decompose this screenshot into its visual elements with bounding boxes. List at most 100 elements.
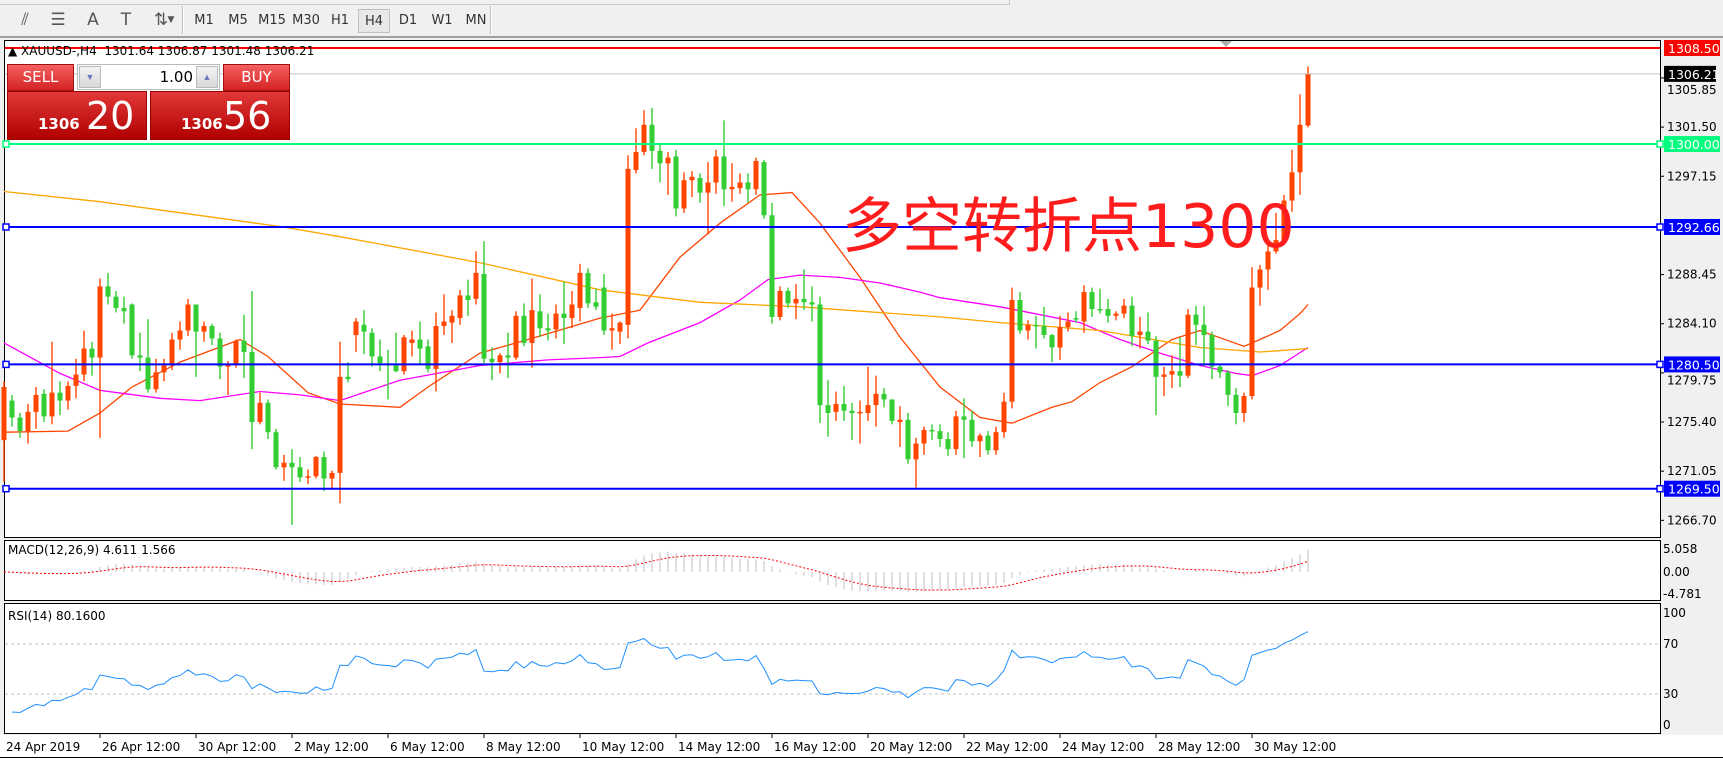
candle-body bbox=[17, 417, 23, 432]
current-price-box bbox=[1664, 65, 1716, 82]
candle-body bbox=[577, 272, 583, 308]
time-label: 24 Apr 2019 bbox=[6, 740, 80, 754]
line-handle[interactable] bbox=[2, 223, 10, 231]
time-label: 16 May 12:00 bbox=[774, 740, 856, 754]
candle bbox=[689, 171, 695, 198]
lot-stepper[interactable]: ▼ 1.00 ▲ bbox=[77, 64, 220, 90]
lot-increase-button[interactable]: ▲ bbox=[196, 66, 218, 88]
candle bbox=[993, 426, 999, 455]
candle-body bbox=[409, 339, 415, 343]
text-icon[interactable]: A bbox=[87, 10, 99, 30]
high-price: 1306.87 bbox=[157, 44, 208, 58]
macd-scale-label: -4.781 bbox=[1663, 587, 1702, 601]
candle bbox=[1017, 292, 1023, 334]
candle bbox=[633, 128, 639, 174]
candle-body bbox=[809, 302, 815, 305]
timeframe-m15-button[interactable]: M15 bbox=[258, 13, 286, 28]
candle bbox=[785, 287, 791, 308]
candle bbox=[1121, 298, 1127, 319]
candle bbox=[1041, 306, 1047, 339]
line-handle[interactable] bbox=[2, 360, 10, 369]
candle-body bbox=[665, 157, 671, 164]
candle bbox=[729, 163, 735, 202]
timeframe-m5-button[interactable]: M5 bbox=[228, 13, 248, 28]
candle-body bbox=[305, 476, 311, 478]
equidistant-channel-icon[interactable]: ⫽ bbox=[21, 10, 29, 30]
timeframe-mn-button[interactable]: MN bbox=[465, 13, 487, 28]
candle bbox=[1305, 66, 1311, 128]
candle bbox=[81, 330, 87, 382]
candle-body bbox=[897, 419, 903, 423]
buy-price-pips: 56 bbox=[223, 94, 272, 138]
candle bbox=[33, 387, 39, 429]
candle bbox=[1281, 194, 1287, 244]
macd-label: MACD(12,26,9) 4.611 1.566 bbox=[8, 543, 175, 557]
collapse-triangle-icon[interactable]: ▲ bbox=[8, 44, 22, 58]
candle bbox=[345, 362, 351, 383]
candle bbox=[441, 294, 447, 336]
line-handle[interactable] bbox=[2, 140, 10, 148]
line-handle[interactable] bbox=[1656, 140, 1664, 148]
rsi-panel[interactable] bbox=[4, 603, 1661, 734]
arrows-icon[interactable]: ⇅ bbox=[153, 10, 169, 30]
candle-body bbox=[649, 124, 655, 151]
candle bbox=[257, 392, 263, 425]
line-handle[interactable] bbox=[1656, 223, 1664, 231]
candle bbox=[57, 381, 63, 416]
candle bbox=[969, 410, 975, 447]
time-label: 30 Apr 12:00 bbox=[198, 740, 276, 754]
candle-body bbox=[561, 313, 567, 319]
candle-body bbox=[393, 365, 399, 372]
chart-shift-marker-icon[interactable] bbox=[1220, 41, 1232, 47]
lot-input[interactable]: 1.00 bbox=[159, 68, 193, 86]
text-label-icon[interactable]: T bbox=[120, 10, 132, 30]
timeframe-w1-button[interactable]: W1 bbox=[431, 13, 453, 28]
fibonacci-icon[interactable]: ☰ bbox=[50, 10, 66, 30]
time-axis bbox=[0, 735, 1723, 760]
candle-body bbox=[1017, 299, 1023, 331]
candle-body bbox=[761, 162, 767, 216]
candle bbox=[841, 385, 847, 421]
price-marker-label: 1280.50 bbox=[1668, 357, 1720, 372]
rsi-scale-label: 0 bbox=[1663, 718, 1671, 732]
candle-body bbox=[41, 393, 47, 417]
candle-body bbox=[417, 339, 423, 349]
open-price: 1301.64 bbox=[104, 44, 154, 58]
timeframe-m30-button[interactable]: M30 bbox=[292, 13, 320, 28]
candle bbox=[1025, 320, 1031, 340]
candle-body bbox=[961, 416, 967, 420]
candle bbox=[473, 251, 479, 305]
timeframe-d1-button[interactable]: D1 bbox=[398, 13, 418, 28]
sell-price-button[interactable]: 1306 20 bbox=[7, 91, 147, 140]
line-handle[interactable] bbox=[1656, 360, 1664, 369]
chart-area[interactable]: 1305.85 1301.50 1297.15 1288.45 1284.10 1279.… bbox=[0, 38, 1723, 760]
dropdown-arrow-icon[interactable]: ▼ bbox=[167, 15, 175, 25]
macd-panel[interactable] bbox=[4, 540, 1661, 601]
timeframe-m1-button[interactable]: M1 bbox=[194, 13, 214, 28]
candle bbox=[1273, 212, 1279, 254]
candle-body bbox=[801, 298, 807, 303]
candle bbox=[1001, 392, 1007, 438]
sell-button[interactable]: SELL bbox=[7, 64, 74, 91]
candle-body bbox=[505, 355, 511, 358]
candle bbox=[41, 389, 47, 423]
candle-body bbox=[617, 322, 623, 332]
candle bbox=[721, 120, 727, 207]
candle bbox=[225, 361, 231, 395]
candle bbox=[873, 375, 879, 427]
timeframe-h4-button[interactable]: H4 bbox=[358, 9, 390, 33]
candle bbox=[529, 278, 535, 368]
candle-body bbox=[537, 311, 543, 329]
buy-price-button[interactable]: 1306 56 bbox=[150, 91, 290, 140]
line-handle[interactable] bbox=[1656, 484, 1664, 493]
timeframe-h1-button[interactable]: H1 bbox=[330, 13, 350, 28]
candle-body bbox=[921, 429, 927, 444]
lot-decrease-button[interactable]: ▼ bbox=[79, 66, 101, 88]
candle-body bbox=[633, 151, 639, 171]
candle bbox=[1, 381, 7, 482]
candle bbox=[865, 366, 871, 421]
line-handle[interactable] bbox=[2, 484, 10, 493]
candle-body bbox=[1, 387, 7, 441]
buy-button[interactable]: BUY bbox=[223, 64, 290, 91]
candle-body bbox=[681, 180, 687, 209]
